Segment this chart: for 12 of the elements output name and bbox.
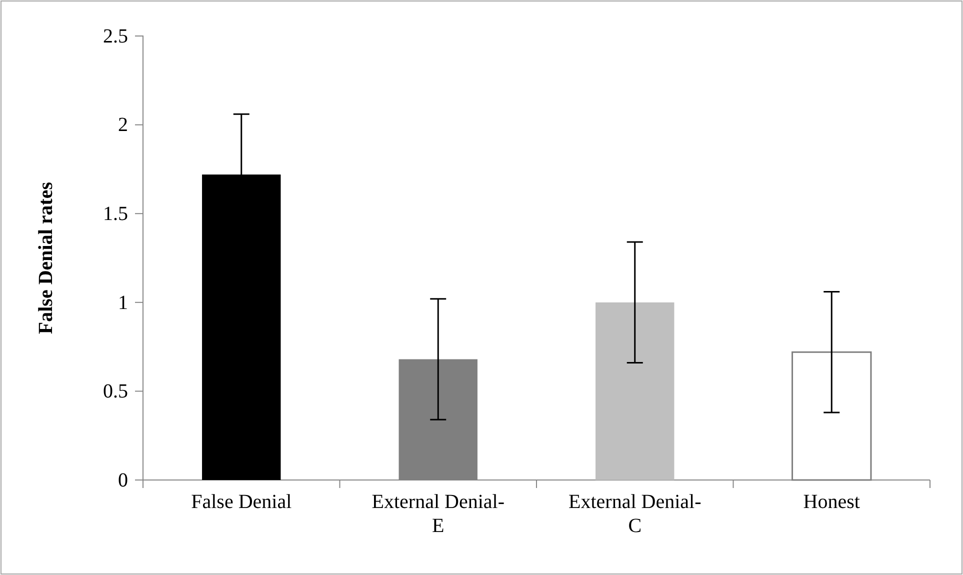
x-tick-label: External Denial-E <box>372 491 504 537</box>
x-tick-label: False Denial <box>191 491 292 513</box>
y-tick-label: 2 <box>118 114 128 136</box>
x-tick-label: External Denial-C <box>568 491 702 537</box>
y-tick-label: 0 <box>118 469 128 492</box>
y-tick-label: 1.5 <box>103 203 128 225</box>
bar <box>596 302 674 480</box>
y-axis-title: False Denial rates <box>35 182 57 334</box>
y-tick-label: 0.5 <box>103 380 128 403</box>
y-tick-label: 1 <box>118 292 128 314</box>
y-tick-label: 2.5 <box>103 25 128 48</box>
x-tick-label: Honest <box>803 491 860 513</box>
